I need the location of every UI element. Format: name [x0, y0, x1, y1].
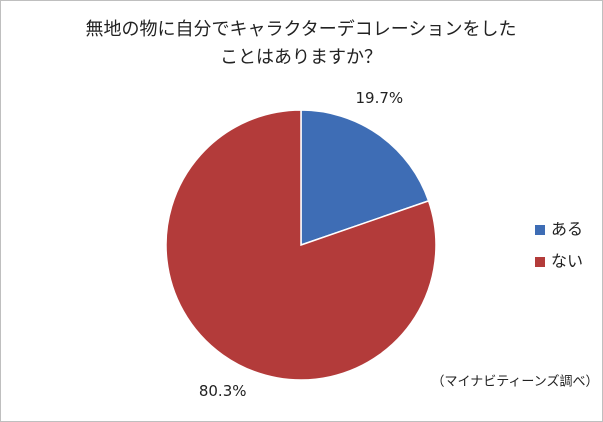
- data-label: 19.7%: [355, 89, 403, 107]
- pie-slice: [165, 109, 437, 381]
- source-note: （マイナビティーンズ調べ）: [431, 374, 598, 390]
- chart-title: ことはありますか？: [220, 47, 382, 68]
- legend-label: ない: [551, 252, 583, 271]
- legend-label: ある: [551, 220, 583, 239]
- legend-swatch: [535, 225, 545, 235]
- legend-swatch: [535, 257, 545, 267]
- chart-title: 無地の物に自分でキャラクターデコレーションをした: [86, 19, 517, 40]
- data-label: 80.3%: [199, 382, 247, 400]
